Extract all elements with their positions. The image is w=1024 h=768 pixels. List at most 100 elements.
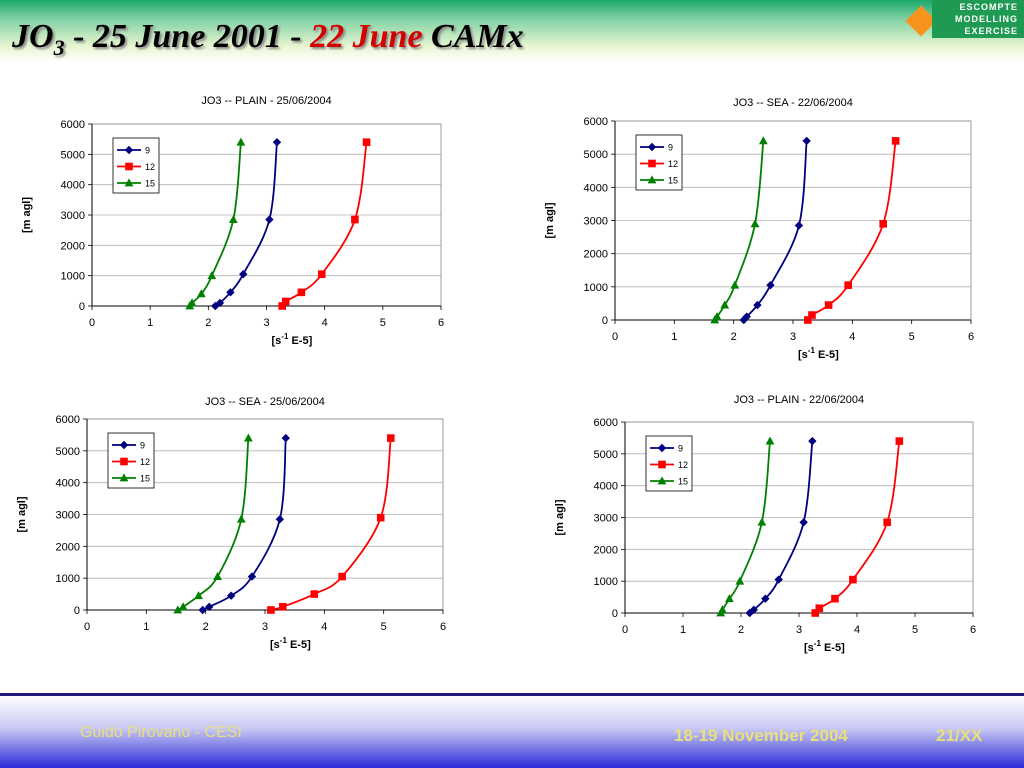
series-9-point	[774, 575, 783, 584]
series-15-point	[194, 591, 203, 600]
series-12-point	[808, 311, 816, 319]
legend-12-label: 12	[145, 162, 155, 172]
y-tick-label: 4000	[56, 478, 80, 490]
chart-1: JO3 -- PLAIN - 25/06/2004010002000300040…	[21, 95, 444, 347]
series-12-point	[310, 590, 319, 598]
y-tick-label: 6000	[61, 119, 85, 131]
legend-12-marker	[648, 159, 656, 168]
series-12-line	[814, 440, 901, 614]
series-15-point	[735, 576, 745, 585]
title-part-2: - 25 June 2001 -	[64, 18, 311, 55]
series-9-line	[749, 441, 814, 614]
x-tick-label: 2	[738, 624, 744, 636]
footer-rule	[0, 693, 1024, 696]
y-axis-label: [m agl]	[554, 499, 566, 535]
legend-9-marker	[124, 145, 134, 155]
series-9-point	[808, 436, 817, 446]
legend-12-marker	[125, 162, 133, 171]
series-9-point	[753, 300, 762, 310]
y-tick-label: 6000	[594, 417, 618, 429]
legend-12-label: 12	[678, 460, 688, 470]
x-tick-label: 4	[854, 624, 860, 636]
y-tick-label: 5000	[584, 149, 608, 161]
legend-15-marker	[657, 476, 667, 485]
legend-9-label: 9	[145, 146, 150, 156]
series-15-point	[718, 605, 727, 614]
series-12-point	[844, 281, 852, 289]
series-12-line	[281, 142, 368, 307]
series-12-point	[281, 297, 290, 306]
footer-band	[0, 696, 1024, 768]
series-12-line	[807, 140, 897, 321]
title-subscript: 3	[53, 34, 65, 60]
series-12-point	[831, 594, 839, 603]
x-tick-label: 0	[612, 331, 618, 343]
x-tick-label: 1	[143, 621, 149, 633]
y-tick-label: 3000	[56, 510, 80, 522]
logo-line-3: EXERCISE	[964, 26, 1018, 36]
x-tick-label: 0	[89, 317, 95, 329]
series-12-point	[279, 603, 287, 611]
chart-title: JO3 -- PLAIN - 25/06/2004	[201, 95, 331, 107]
series-9-point	[265, 215, 274, 224]
y-tick-label: 6000	[584, 116, 608, 128]
series-9-line	[214, 142, 278, 307]
series-9-point	[239, 269, 248, 279]
y-tick-label: 2000	[61, 240, 85, 252]
series-9-point	[742, 312, 751, 321]
x-tick-label: 6	[968, 331, 974, 343]
series-12-point	[824, 301, 833, 309]
series-15-line	[713, 140, 765, 321]
y-tick-label: 6000	[56, 414, 80, 426]
x-axis-label: [s-1 E-5]	[270, 636, 311, 651]
series-12-point	[278, 302, 287, 310]
legend-12-marker	[658, 460, 666, 469]
chart-title: JO3 -- SEA - 22/06/2004	[733, 97, 853, 109]
chart-title: JO3 -- SEA - 25/06/2004	[205, 396, 325, 408]
legend-15-label: 15	[140, 474, 150, 484]
series-9-line	[202, 438, 287, 611]
x-tick-label: 3	[796, 624, 802, 636]
legend-15-label: 15	[668, 176, 678, 186]
series-15-point	[765, 436, 775, 445]
series-15-point	[228, 214, 238, 223]
chart-3: JO3 -- SEA - 25/06/2004 0 1000 2000 3000 4000…	[16, 396, 446, 651]
chart-title: JO3 -- PLAIN - 22/06/2004	[734, 394, 864, 406]
logo-line-1: ESCOMPTE	[959, 2, 1018, 12]
series-15-point	[236, 137, 246, 146]
title-red-date: 22 June	[310, 18, 423, 55]
x-tick-label: 4	[849, 331, 855, 343]
series-15-point	[730, 280, 740, 289]
series-15-point	[720, 300, 730, 309]
series-12-point	[376, 513, 385, 522]
y-axis-label: [m agl]	[16, 496, 28, 532]
x-tick-label: 5	[380, 317, 386, 329]
x-tick-label: 5	[912, 624, 918, 636]
series-12-point	[362, 138, 371, 146]
logo-plate	[932, 0, 1024, 38]
x-tick-label: 3	[262, 621, 268, 633]
y-tick-label: 1000	[61, 271, 85, 283]
series-15-line	[188, 142, 242, 307]
title-part-3: CAMx	[422, 18, 524, 55]
x-axis-label: [s-1 E-5]	[272, 332, 313, 347]
y-tick-label: 1000	[584, 282, 608, 294]
series-9-point	[247, 572, 257, 581]
y-tick-label: 0	[74, 605, 80, 617]
x-tick-label: 0	[84, 621, 90, 633]
legend-12-label: 12	[668, 159, 678, 169]
series-12-point	[338, 572, 346, 581]
footer-page-number: 21/XX	[936, 726, 983, 745]
legend-15-marker	[119, 473, 129, 482]
logo-line-2: MODELLING	[955, 14, 1018, 24]
x-axis-label: [s-1 E-5]	[804, 639, 845, 654]
x-tick-label: 1	[671, 331, 677, 343]
y-tick-label: 3000	[594, 513, 618, 525]
series-12-point	[297, 288, 306, 297]
legend-9-marker	[657, 443, 667, 453]
x-tick-label: 3	[790, 331, 796, 343]
series-15-point	[178, 602, 188, 611]
series-9-point	[766, 280, 775, 290]
header-band	[0, 0, 1024, 62]
x-tick-label: 5	[909, 331, 915, 343]
